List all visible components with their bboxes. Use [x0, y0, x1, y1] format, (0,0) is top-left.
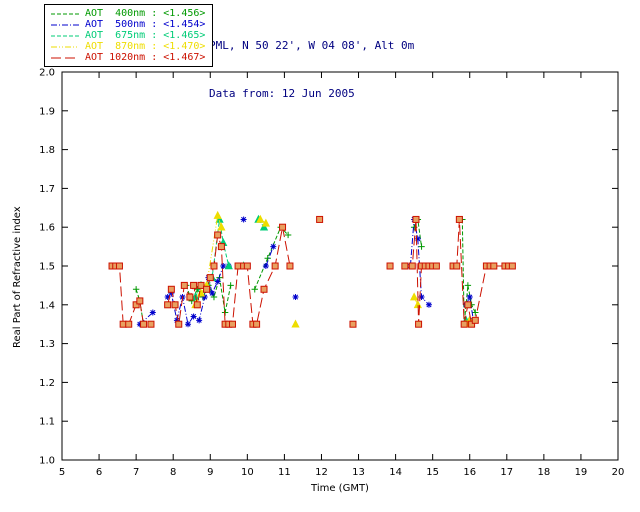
plot-header: PML, N 50 22', W 04 08', Alt 0m Data fro…: [209, 6, 414, 134]
x-tick-label: 5: [59, 467, 65, 478]
x-axis-label: Time (GMT): [311, 483, 369, 494]
x-tick-label: 16: [463, 467, 476, 478]
x-tick-label: 14: [389, 467, 402, 478]
legend-row-870nm: AOT 870nm : <1.470>: [50, 41, 205, 52]
series-line-500nm: [139, 219, 474, 326]
legend-row-500nm: AOT 500nm : <1.454>: [50, 19, 205, 30]
x-tick-label: 12: [315, 467, 328, 478]
y-tick-label: 1.9: [39, 106, 55, 117]
legend-line-400nm: [51, 13, 79, 14]
x-tick-label: 6: [96, 467, 102, 478]
legend-label-400nm: AOT 400nm : <1.456>: [85, 8, 206, 19]
y-tick-label: 1.1: [39, 417, 55, 428]
series-line-1020nm: [112, 219, 513, 326]
legend: AOT 400nm : <1.456> AOT 500nm : <1.454> …: [44, 4, 214, 67]
y-tick-label: 1.5: [39, 262, 55, 273]
data-date: Data from: 12 Jun 2005: [209, 87, 355, 100]
y-tick-label: 1.4: [39, 300, 55, 311]
legend-label-675nm: AOT 675nm : <1.465>: [85, 30, 206, 41]
legend-line-870nm: [51, 46, 79, 47]
x-tick-label: 15: [426, 467, 439, 478]
legend-row-400nm: AOT 400nm : <1.456>: [50, 8, 205, 19]
legend-label-1020nm: AOT 1020nm : <1.467>: [85, 52, 206, 63]
x-tick-label: 20: [612, 467, 625, 478]
series-line-400nm: [135, 217, 476, 325]
y-tick-label: 1.8: [39, 145, 55, 156]
y-tick-label: 1.2: [39, 378, 55, 389]
y-tick-label: 1.6: [39, 223, 55, 234]
series-500nm: [120, 216, 477, 328]
x-tick-label: 18: [537, 467, 550, 478]
x-tick-label: 19: [575, 467, 588, 478]
legend-row-1020nm: AOT 1020nm : <1.467>: [50, 52, 205, 63]
y-axis-label: Real Part of Refractive index: [12, 206, 23, 348]
legend-line-675nm: [51, 35, 79, 36]
legend-line-500nm: [51, 24, 79, 25]
y-tick-label: 1.0: [39, 456, 55, 467]
x-tick-label: 17: [500, 467, 513, 478]
x-tick-label: 9: [207, 467, 213, 478]
y-tick-label: 1.3: [39, 339, 55, 350]
series-line-870nm: [194, 215, 471, 325]
station-location: PML, N 50 22', W 04 08', Alt 0m: [209, 39, 415, 52]
x-tick-label: 7: [133, 467, 139, 478]
legend-label-870nm: AOT 870nm : <1.470>: [85, 41, 206, 52]
y-tick-label: 2.0: [39, 68, 55, 79]
legend-label-500nm: AOT 500nm : <1.454>: [85, 19, 206, 30]
series-1020nm: [108, 215, 516, 328]
x-tick-label: 10: [241, 467, 254, 478]
y-tick-label: 1.7: [39, 184, 55, 195]
x-tick-label: 11: [278, 467, 291, 478]
legend-row-675nm: AOT 675nm : <1.465>: [50, 30, 205, 41]
legend-line-1020nm: [51, 57, 79, 58]
x-tick-label: 8: [170, 467, 176, 478]
x-tick-label: 13: [352, 467, 365, 478]
